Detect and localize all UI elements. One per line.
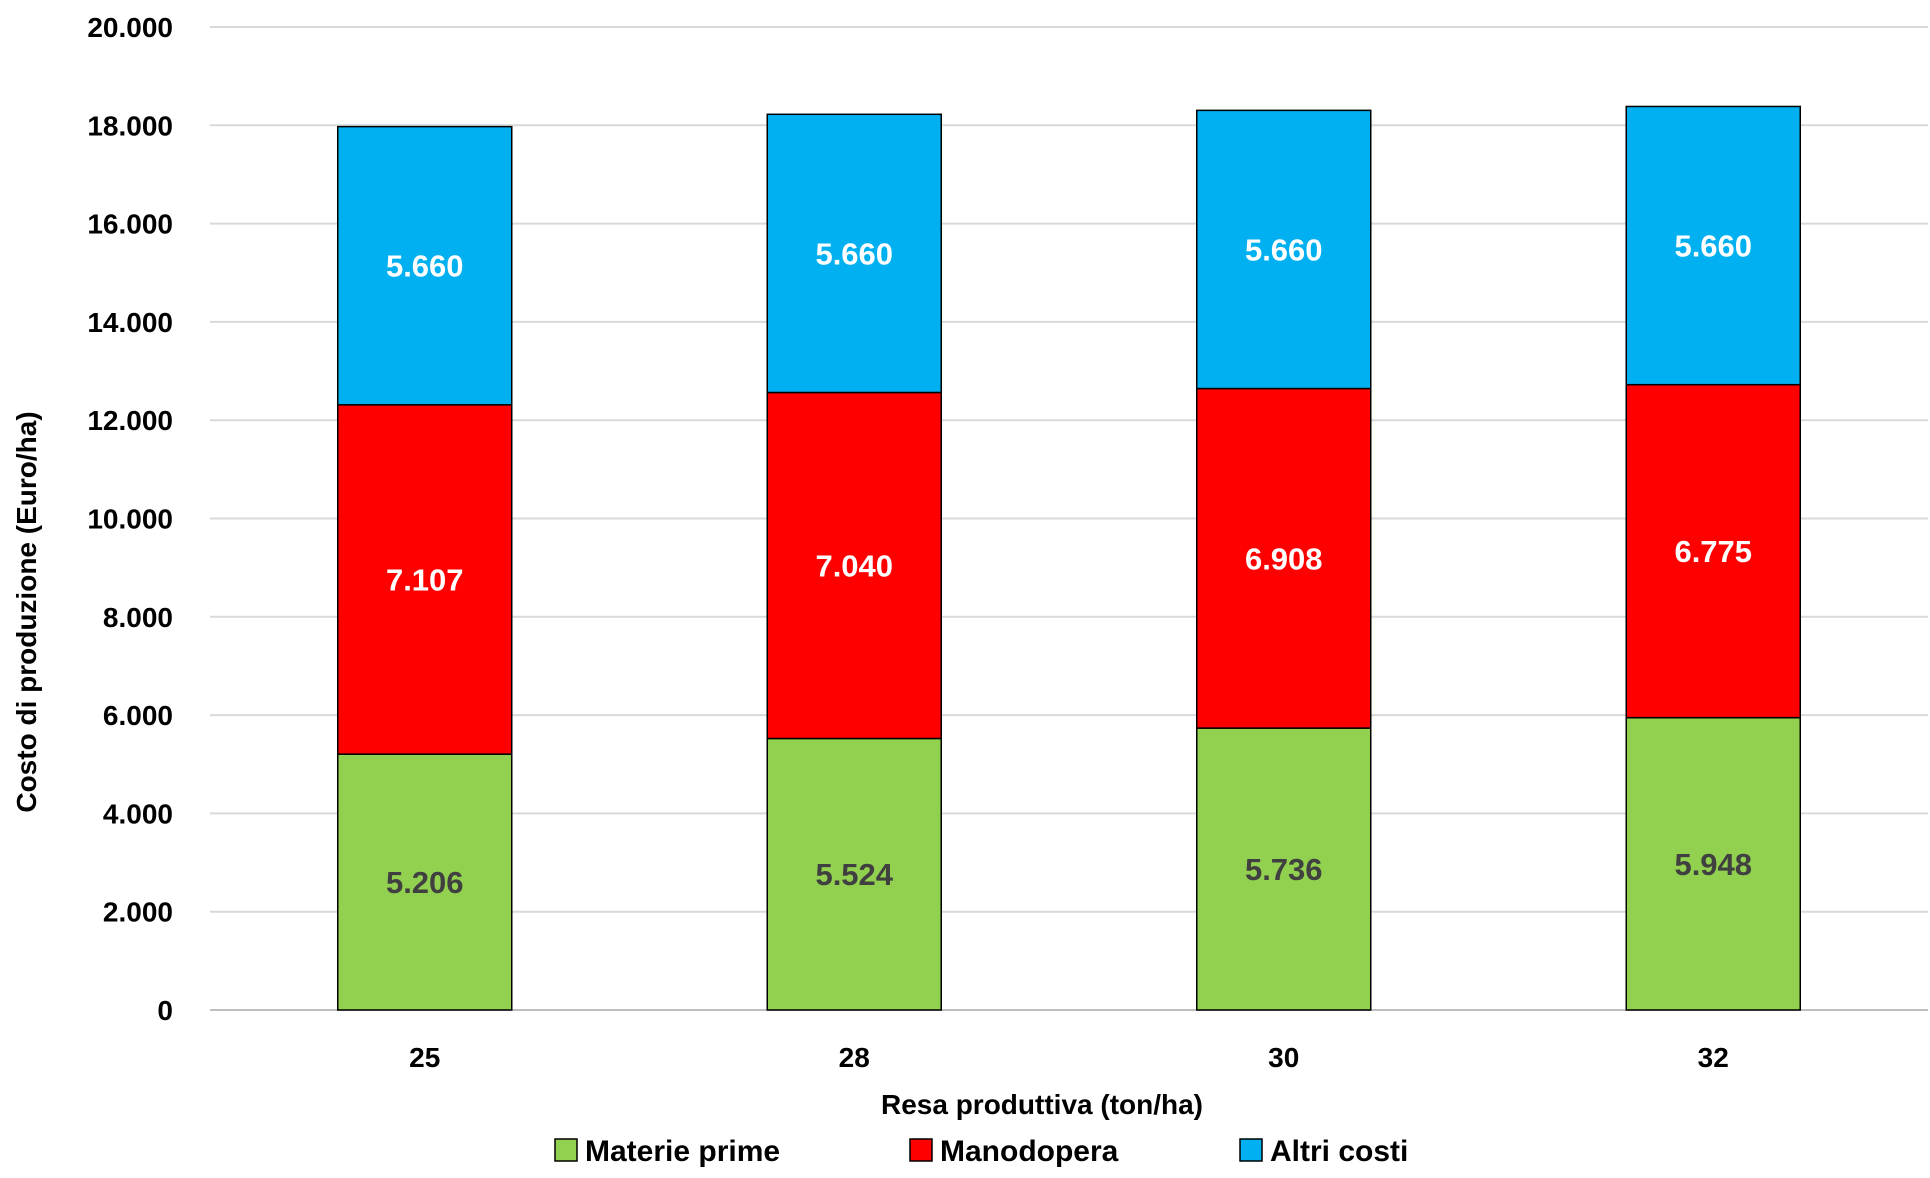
data-label: 6.908 [1245,541,1323,576]
data-label: 5.660 [386,249,464,284]
data-label: 5.660 [1245,232,1323,267]
bar-segment [1625,105,1801,386]
y-axis: 0 2.000 4.000 6.000 8.000 10.000 12.000 14.000 1… [87,12,173,1026]
legend-label: Altri costi [1270,1135,1408,1168]
y-tick-label: 18.000 [87,110,173,141]
legend-item: Materie prime [554,1135,780,1168]
bar-segment [766,737,942,1011]
x-axis: 25 28 30 32 [409,1042,1729,1073]
bar-segment [337,125,513,406]
x-tick-label: 32 [1698,1042,1729,1073]
bar-segment [337,404,513,755]
bar-segment [1625,383,1801,719]
data-label: 5.206 [386,865,464,900]
x-axis-title: Resa produttiva (ton/ha) [881,1089,1203,1120]
legend-item: Altri costi [1239,1135,1408,1168]
bars [337,105,1801,1011]
y-tick-label: 12.000 [87,405,173,436]
y-tick-label: 10.000 [87,504,173,535]
data-label: 5.736 [1245,852,1323,887]
y-tick-label: 16.000 [87,209,173,240]
data-label: 5.660 [1674,229,1752,264]
data-labels: 5.206 7.107 5.660 5.524 7.040 5.660 5.736 6.908… [386,229,1752,900]
data-label: 6.775 [1674,534,1752,569]
y-tick-label: 4.000 [103,798,173,829]
bar-segment [1196,727,1372,1011]
legend-swatch [554,1138,578,1162]
bar-segment [1625,716,1801,1011]
y-tick-label: 0 [157,995,173,1026]
x-tick-label: 25 [409,1042,440,1073]
y-tick-label: 6.000 [103,700,173,731]
y-tick-label: 8.000 [103,602,173,633]
legend-swatch [909,1138,933,1162]
bar-segment [766,113,942,394]
y-tick-label: 14.000 [87,307,173,338]
legend-swatch [1239,1138,1263,1162]
bar-segment [766,391,942,740]
bar-segment [1196,109,1372,390]
data-label: 5.524 [815,857,893,892]
legend-item: Manodopera [909,1135,1119,1168]
data-label: 7.107 [386,562,464,597]
bar-segment [1196,387,1372,729]
bar-segment [337,753,513,1011]
x-tick-label: 28 [839,1042,870,1073]
y-tick-label: 2.000 [103,897,173,928]
y-tick-label: 20.000 [87,12,173,43]
x-tick-label: 30 [1268,1042,1299,1073]
legend-label: Materie prime [585,1135,780,1168]
legend: Materie prime Manodopera Altri costi [554,1135,1408,1168]
data-label: 5.660 [815,236,893,271]
data-label: 5.948 [1674,847,1752,882]
legend-label: Manodopera [940,1135,1119,1168]
data-label: 7.040 [815,548,893,583]
y-axis-title: Costo di produzione (Euro/ha) [11,411,42,812]
